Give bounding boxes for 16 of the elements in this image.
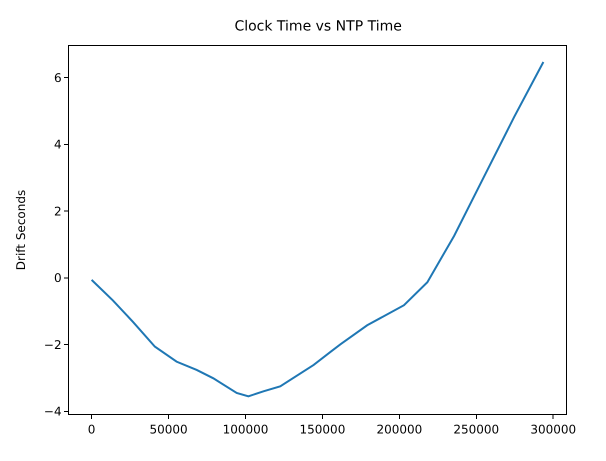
- y-tick-label: 6: [54, 70, 62, 85]
- y-tick-label: 0: [54, 271, 62, 286]
- x-tick-label: 200000: [376, 422, 422, 436]
- x-tick-label: 300000: [530, 422, 576, 436]
- x-tick-label: 50000: [149, 422, 188, 436]
- x-tick-label: 150000: [300, 422, 346, 436]
- chart-title: Clock Time vs NTP Time: [234, 18, 402, 35]
- y-tick-label: −2: [44, 338, 62, 352]
- x-tick-label: 250000: [453, 422, 500, 436]
- y-axis-title: Drift Seconds: [14, 190, 28, 270]
- y-tick-label: −4: [44, 404, 62, 419]
- line-series: [90, 61, 544, 398]
- y-tick-label: 2: [54, 204, 62, 218]
- x-tick-label: 100000: [222, 422, 268, 436]
- x-tick-label: 0: [88, 422, 96, 436]
- y-tick-label: 4: [54, 138, 62, 152]
